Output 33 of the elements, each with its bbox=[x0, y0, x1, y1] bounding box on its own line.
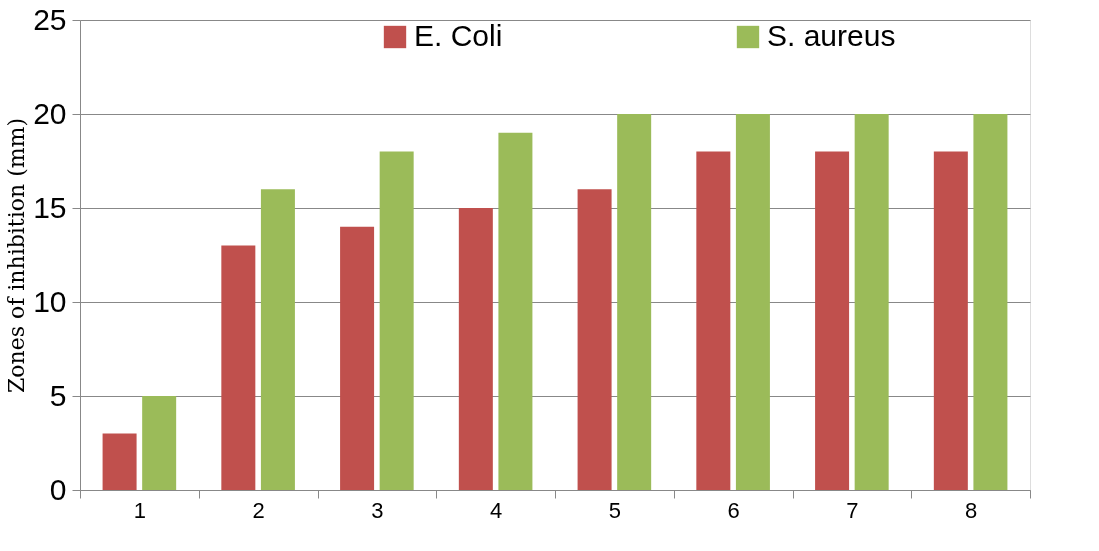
x-tick-label: 1 bbox=[133, 497, 146, 523]
y-tick-label: 5 bbox=[49, 378, 67, 412]
bar bbox=[933, 151, 968, 490]
y-tick-label: 15 bbox=[33, 190, 67, 224]
bar bbox=[221, 245, 256, 490]
y-axis-title: Zones of inhibition (mm) bbox=[4, 117, 30, 394]
x-tick-label: 8 bbox=[965, 497, 978, 523]
bar bbox=[735, 114, 770, 490]
bar bbox=[340, 226, 375, 490]
x-tick-label: 7 bbox=[846, 497, 859, 523]
y-tick-label: 20 bbox=[33, 96, 67, 130]
bar bbox=[458, 208, 493, 490]
legend-label: S. aureus bbox=[767, 19, 896, 52]
bar bbox=[696, 151, 731, 490]
bar bbox=[142, 396, 177, 490]
bar bbox=[260, 189, 295, 490]
y-tick-label: 25 bbox=[33, 2, 67, 36]
y-tick-label: 10 bbox=[33, 284, 67, 318]
bar bbox=[815, 151, 850, 490]
x-tick-label: 6 bbox=[727, 497, 740, 523]
y-tick-label: 0 bbox=[49, 472, 67, 506]
x-tick-label: 2 bbox=[252, 497, 265, 523]
bar bbox=[617, 114, 652, 490]
x-tick-label: 4 bbox=[490, 497, 503, 523]
x-tick-label: 5 bbox=[608, 497, 621, 523]
bar bbox=[854, 114, 889, 490]
x-tick-label: 3 bbox=[371, 497, 384, 523]
bar bbox=[973, 114, 1008, 490]
bar bbox=[577, 189, 612, 490]
bar bbox=[102, 433, 137, 490]
bar bbox=[498, 132, 533, 490]
legend-label: E. Coli bbox=[414, 19, 503, 52]
bar bbox=[379, 151, 414, 490]
